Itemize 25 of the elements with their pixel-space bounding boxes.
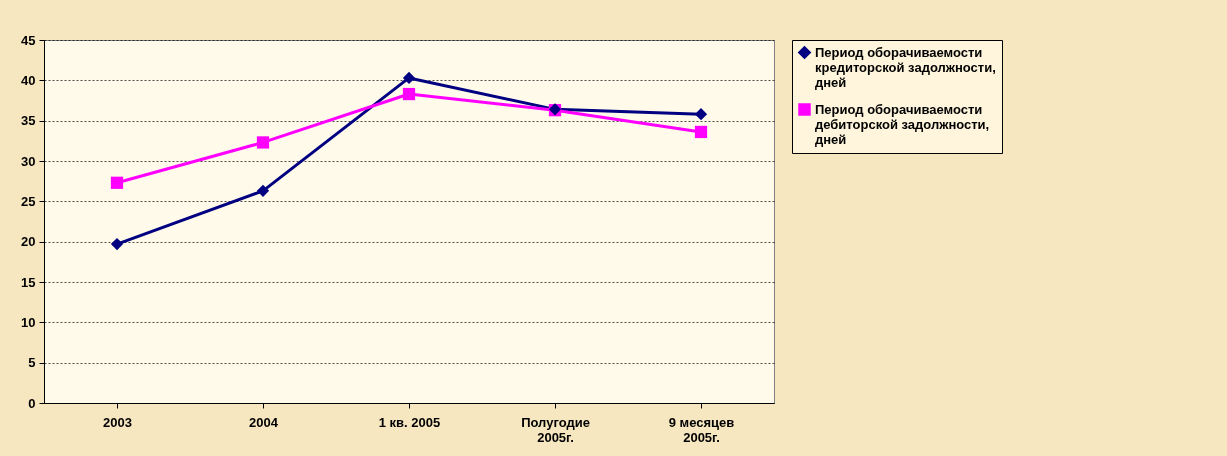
y-tick-label: 0 xyxy=(28,395,36,411)
x-tick-label: 2003 xyxy=(103,414,132,430)
legend-label: Период оборачиваемости кредиторской задолжности, дней xyxy=(815,44,996,90)
y-tick-label: 10 xyxy=(21,314,36,330)
y-tick-label: 40 xyxy=(21,72,36,88)
point xyxy=(694,125,708,139)
y-tick-label: 35 xyxy=(21,113,36,129)
point xyxy=(256,184,270,197)
x-tick-label: 2004 xyxy=(249,414,279,430)
point xyxy=(256,136,270,149)
x-tick-label: 1 кв. 2005 xyxy=(378,414,441,430)
x-tick-label: 9 месяцев 2005г. xyxy=(668,414,735,445)
y-tick-label: 30 xyxy=(21,153,36,169)
y-tick-label: 25 xyxy=(21,193,36,209)
y-tick-label: 20 xyxy=(21,234,36,250)
point xyxy=(402,71,416,85)
point xyxy=(110,237,124,251)
legend-label: Период оборачиваемости дебиторской задолжности, дней xyxy=(815,101,990,147)
y-tick-label: 5 xyxy=(28,355,36,371)
point xyxy=(402,87,416,101)
x-tick-label: Полугодие 2005г. xyxy=(521,414,590,445)
point xyxy=(694,108,708,121)
y-tick-label: 15 xyxy=(21,274,36,290)
y-tick-label: 45 xyxy=(21,32,36,48)
point xyxy=(110,176,124,189)
